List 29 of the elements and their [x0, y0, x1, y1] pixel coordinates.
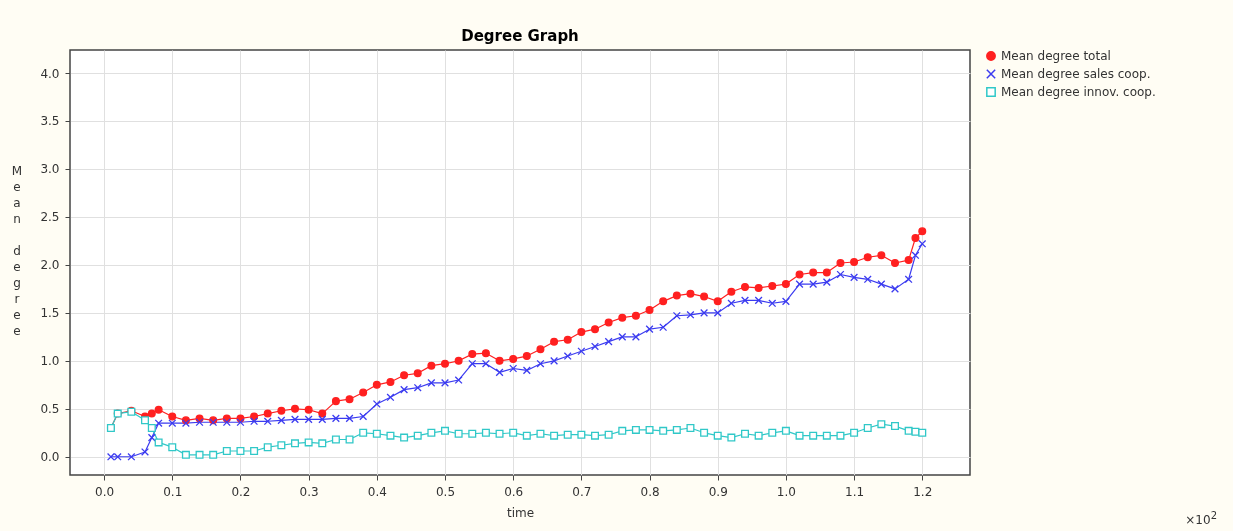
x-tick-label: 0.6: [504, 484, 524, 499]
y-tick-label: 2.0: [40, 258, 60, 273]
y-tick-label: 0.5: [40, 402, 60, 417]
y-tick-label: 4.0: [40, 66, 60, 81]
x-tick-label: 0.2: [231, 484, 251, 499]
y-tick-label: 1.0: [40, 354, 60, 369]
x-tick-label: 0.4: [367, 484, 387, 499]
y-tick-label: 1.5: [40, 306, 60, 321]
x-tick-label: 0.9: [708, 484, 728, 499]
x-tick-label: 0.5: [435, 484, 456, 499]
text: Mean degree: [11, 164, 23, 338]
legend-label: Mean degree total: [1001, 49, 1111, 63]
legend-label: Mean degree sales coop.: [1001, 67, 1151, 81]
x-tick-label: 0.8: [640, 484, 660, 499]
y-tick-label: 2.5: [40, 210, 60, 225]
x-tick-label: 1.0: [776, 484, 796, 499]
x-tick-label: 0.1: [163, 484, 183, 499]
x-tick-label: 0.3: [299, 484, 319, 499]
x-tick-label: 1.1: [845, 484, 865, 499]
legend-label: Mean degree innov. coop.: [1001, 85, 1156, 99]
y-tick-label: 0.0: [40, 450, 60, 465]
y-tick-label: 3.5: [40, 114, 60, 129]
x-axis-title: time: [506, 505, 535, 520]
x-tick-label: 0.0: [95, 484, 115, 499]
chart-title: Degree Graph: [461, 27, 579, 45]
x-tick-label: 0.7: [572, 484, 592, 499]
text: ×10$^{2}$: [1185, 510, 1217, 527]
y-tick-label: 3.0: [40, 162, 60, 177]
x-tick-label: 1.2: [913, 484, 933, 499]
